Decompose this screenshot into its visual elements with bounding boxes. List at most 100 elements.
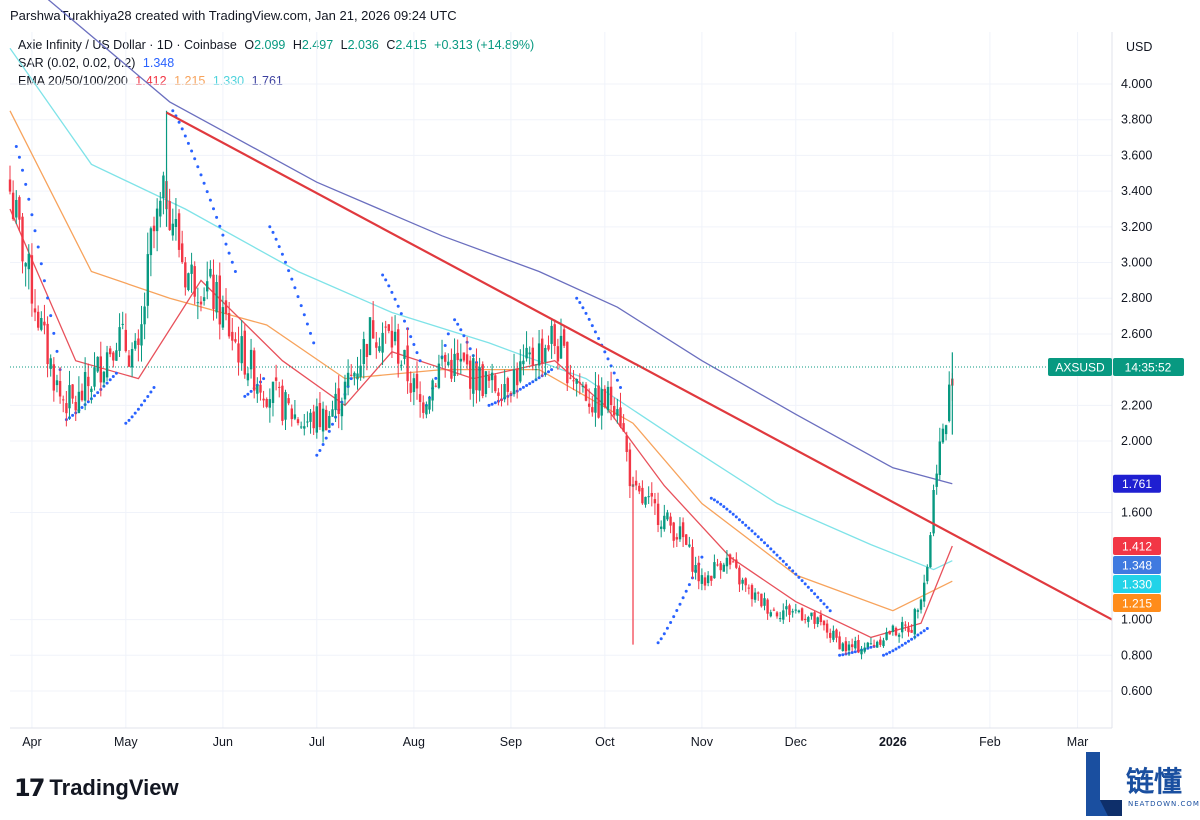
candle-body — [732, 561, 735, 563]
sar-dot — [243, 394, 247, 398]
sar-dot — [687, 583, 691, 587]
sar-dot — [149, 390, 153, 394]
axis-value-tag: 1.348 — [1122, 559, 1152, 573]
sar-dot — [719, 502, 723, 506]
sar-dot — [227, 251, 231, 255]
sar-dot — [246, 392, 250, 396]
candle-body — [847, 644, 851, 651]
sar-dot — [42, 279, 46, 283]
candle-body — [218, 275, 221, 325]
sar-legend[interactable]: SAR (0.02, 0.02, 0.2) 1.348 — [18, 56, 178, 70]
candle-body — [778, 618, 782, 620]
candle-body — [159, 200, 162, 217]
sar-dot — [606, 357, 610, 361]
candle-body — [118, 327, 121, 351]
candle-body — [440, 356, 444, 360]
sar-dot — [290, 277, 294, 281]
candle-body — [155, 208, 159, 232]
sar-dot — [769, 547, 773, 551]
candle-body — [522, 360, 525, 365]
y-tick-label: 1.000 — [1121, 613, 1152, 627]
candle-body — [24, 263, 27, 267]
sar-dot — [853, 650, 857, 654]
x-tick-label: Jul — [309, 735, 325, 749]
candle-body — [916, 610, 920, 612]
candle-body — [99, 356, 102, 383]
candle-body — [162, 175, 165, 198]
sar-dot — [662, 632, 666, 636]
candle-body — [27, 253, 30, 270]
x-tick-label: Apr — [22, 735, 41, 749]
sar-dot — [712, 498, 716, 502]
sar-dot — [324, 436, 328, 440]
candle-body — [431, 380, 434, 401]
candle-body — [290, 408, 293, 420]
candle-body — [825, 623, 829, 633]
sar-dot — [190, 149, 194, 153]
sar-dot — [518, 387, 522, 391]
close-label: C — [386, 38, 396, 52]
candle-body — [832, 630, 835, 640]
candle-body — [935, 473, 938, 487]
tradingview-logo[interactable]: 17 TradingView — [14, 774, 179, 802]
candle-body — [375, 342, 378, 348]
candle-body — [838, 636, 841, 650]
candle-body — [710, 575, 713, 581]
candle-body — [37, 311, 40, 328]
x-tick-label: Jun — [213, 735, 233, 749]
sar-dot — [274, 237, 278, 241]
candle-body — [681, 522, 685, 538]
sar-dot — [612, 371, 616, 375]
sar-dot — [33, 229, 37, 233]
chart-grid — [10, 32, 1112, 728]
candle-body — [253, 350, 256, 391]
candle-body — [804, 618, 807, 620]
candle-body — [390, 330, 394, 348]
candle-body — [785, 606, 788, 610]
sar-dot — [315, 453, 319, 457]
sar-dot — [784, 563, 788, 566]
sar-dot — [547, 370, 550, 374]
sar-dot — [24, 182, 28, 186]
sar-dot — [756, 535, 760, 539]
candle-body — [393, 331, 397, 342]
candle-body — [581, 385, 585, 387]
candle-body — [857, 640, 860, 653]
candle-body — [650, 493, 653, 497]
watermark-sub: NEATDOWN.COM — [1128, 800, 1200, 808]
candle-body — [8, 179, 12, 192]
sar-dot — [296, 295, 300, 299]
sar-dot — [224, 242, 228, 246]
x-tick-label: Feb — [979, 735, 1001, 749]
sar-dot — [249, 389, 253, 393]
sar-dot — [894, 647, 898, 651]
ema200-line — [47, 0, 953, 485]
sar-dot — [778, 556, 782, 560]
candle-body — [534, 369, 538, 371]
candle-body — [575, 379, 578, 384]
sar-dot — [453, 318, 457, 322]
sar-dot — [810, 589, 813, 592]
candle-body — [340, 403, 344, 417]
tradingview-mark-icon: 17 — [14, 774, 45, 802]
candle-body — [694, 565, 697, 573]
candle-body — [434, 385, 437, 387]
symbol-legend[interactable]: Axie Infinity / US Dollar · 1D · Coinbas… — [18, 38, 538, 52]
candle-body — [465, 354, 469, 365]
sar-dot — [803, 582, 807, 586]
candle-body — [506, 378, 509, 392]
candle-body — [775, 612, 779, 617]
candle-body — [713, 562, 716, 579]
sar-dot — [822, 602, 826, 606]
candle-body — [450, 359, 453, 379]
sar-dot — [21, 168, 24, 172]
sar-dot — [299, 304, 303, 308]
candle-body — [46, 323, 49, 365]
sar-dot — [93, 394, 96, 398]
sar-dot — [813, 592, 817, 596]
symbol-tag: AXSUSD — [1055, 360, 1105, 374]
sar-dot — [759, 538, 763, 542]
candle-body — [249, 349, 253, 370]
candle-body — [910, 629, 913, 633]
